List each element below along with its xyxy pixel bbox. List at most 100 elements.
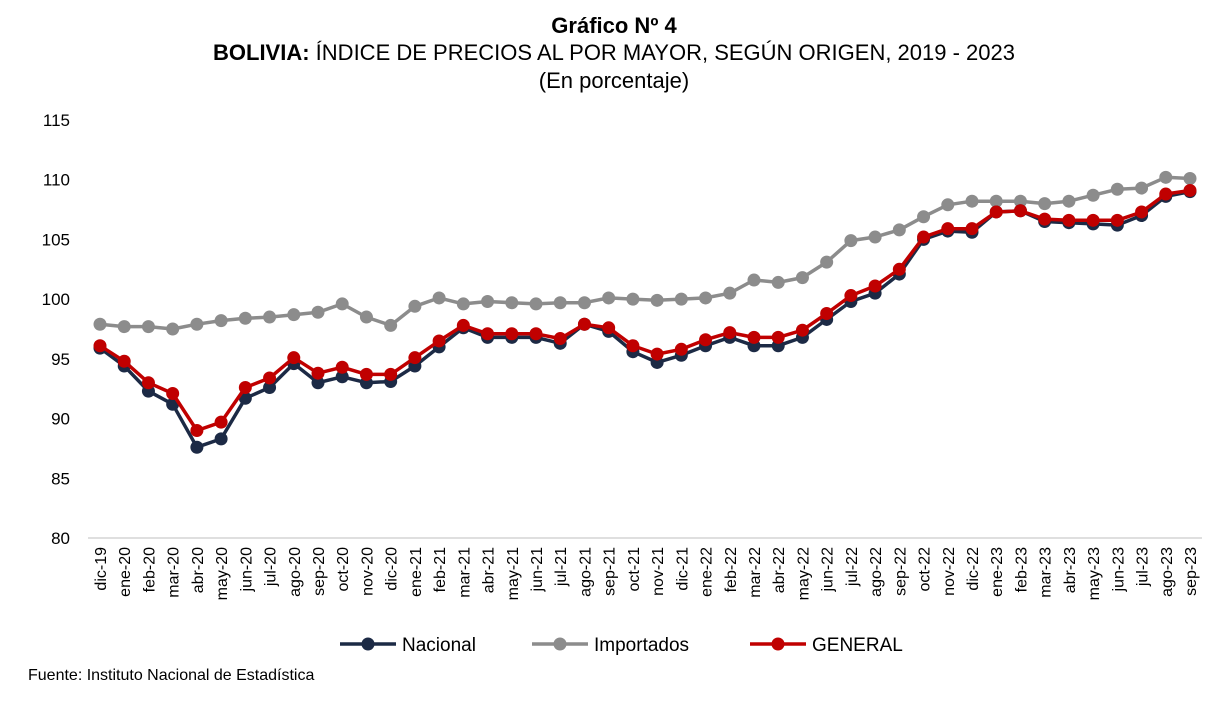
data-point	[674, 292, 688, 306]
data-point	[892, 262, 906, 276]
x-tick-label: may-21	[505, 547, 522, 600]
x-tick-label: sep-21	[602, 547, 619, 596]
x-tick-label: feb-21	[432, 547, 449, 592]
x-tick-label: sep-22	[892, 547, 909, 596]
data-point	[1038, 197, 1052, 211]
data-point	[432, 334, 446, 348]
chart-subtitle: BOLIVIA: ÍNDICE DE PRECIOS AL POR MAYOR,…	[0, 39, 1228, 67]
data-point	[166, 322, 180, 336]
y-tick-label: 100	[42, 290, 70, 309]
data-point	[1110, 213, 1124, 227]
data-point	[844, 289, 858, 303]
series-line	[99, 175, 1191, 331]
chart-subtitle-text: ÍNDICE DE PRECIOS AL POR MAYOR, SEGÚN OR…	[309, 40, 1015, 65]
data-point	[263, 310, 277, 324]
data-point	[311, 366, 325, 380]
x-tick-label: sep-20	[311, 547, 328, 596]
x-tick-label: jul-23	[1135, 547, 1152, 587]
x-tick-label: nov-22	[941, 547, 958, 596]
legend-marker	[553, 637, 567, 651]
x-tick-label: mar-20	[166, 547, 183, 598]
data-point	[166, 386, 180, 400]
data-point	[1013, 194, 1027, 208]
x-tick-label: feb-23	[1013, 547, 1030, 592]
data-point	[723, 326, 737, 340]
data-point	[577, 296, 591, 310]
data-point	[868, 279, 882, 293]
data-point	[650, 347, 664, 361]
x-tick-label: mar-21	[456, 547, 473, 598]
data-point	[795, 271, 809, 285]
data-point	[311, 305, 325, 319]
data-point	[577, 317, 591, 331]
data-point	[699, 333, 713, 347]
y-tick-label: 105	[42, 230, 70, 249]
data-point	[117, 320, 131, 334]
x-tick-label: jul-22	[844, 547, 861, 587]
data-point	[989, 205, 1003, 219]
data-point	[384, 367, 398, 381]
series-line	[99, 188, 1191, 433]
x-tick-label: ene-21	[408, 547, 425, 597]
data-point	[190, 440, 204, 454]
data-point	[723, 286, 737, 300]
x-tick-label: feb-20	[141, 547, 158, 592]
chart-unit: (En porcentaje)	[538, 68, 690, 93]
data-point	[1135, 205, 1149, 219]
data-point	[1159, 170, 1173, 184]
x-tick-label: ene-22	[699, 547, 716, 597]
x-tick-label: jul-21	[553, 547, 570, 587]
data-point	[1183, 172, 1197, 186]
data-point	[626, 339, 640, 353]
data-point	[917, 230, 931, 244]
data-point	[335, 297, 349, 311]
data-point	[335, 370, 349, 384]
x-tick-label: may-22	[795, 547, 812, 600]
x-tick-label: sep-23	[1183, 547, 1200, 596]
data-point	[529, 327, 543, 341]
data-point	[263, 371, 277, 385]
data-point	[359, 310, 373, 324]
data-point	[456, 297, 470, 311]
data-point	[1062, 213, 1076, 227]
data-point	[965, 194, 979, 208]
x-tick-label: nov-20	[359, 547, 376, 596]
data-point	[141, 320, 155, 334]
y-tick-label: 95	[51, 350, 70, 369]
x-tick-label: mar-23	[1038, 547, 1055, 598]
data-point	[93, 317, 107, 331]
x-tick-label: jun-23	[1110, 547, 1127, 593]
data-point	[214, 432, 228, 446]
x-tick-label: jun-21	[529, 547, 546, 593]
x-tick-label: ago-21	[577, 547, 594, 597]
x-tick-label: nov-21	[650, 547, 667, 596]
data-point	[505, 296, 519, 310]
data-point	[892, 223, 906, 237]
data-point	[771, 330, 785, 344]
data-point	[481, 295, 495, 309]
data-point	[529, 297, 543, 311]
data-point	[190, 317, 204, 331]
data-point	[408, 351, 422, 365]
x-tick-label: mar-22	[747, 547, 764, 598]
data-point	[941, 198, 955, 212]
data-point	[1159, 187, 1173, 201]
x-tick-label: abr-22	[771, 547, 788, 593]
data-point	[93, 339, 107, 353]
data-point	[311, 376, 325, 390]
data-point	[941, 222, 955, 236]
data-point	[359, 367, 373, 381]
x-tick-label: abr-21	[481, 547, 498, 593]
x-tick-label: dic-22	[965, 547, 982, 591]
data-point	[1086, 188, 1100, 202]
x-tick-label: oct-21	[626, 547, 643, 592]
x-tick-label: jul-20	[263, 547, 280, 587]
source-note: Fuente: Instituto Nacional de Estadístic…	[28, 667, 315, 684]
data-point	[287, 308, 301, 322]
chart-title: Gráfico Nº 4	[551, 13, 677, 38]
data-point	[1086, 213, 1100, 227]
x-tick-label: ene-20	[117, 547, 134, 597]
data-point	[408, 299, 422, 313]
x-tick-label: ago-23	[1159, 547, 1176, 597]
